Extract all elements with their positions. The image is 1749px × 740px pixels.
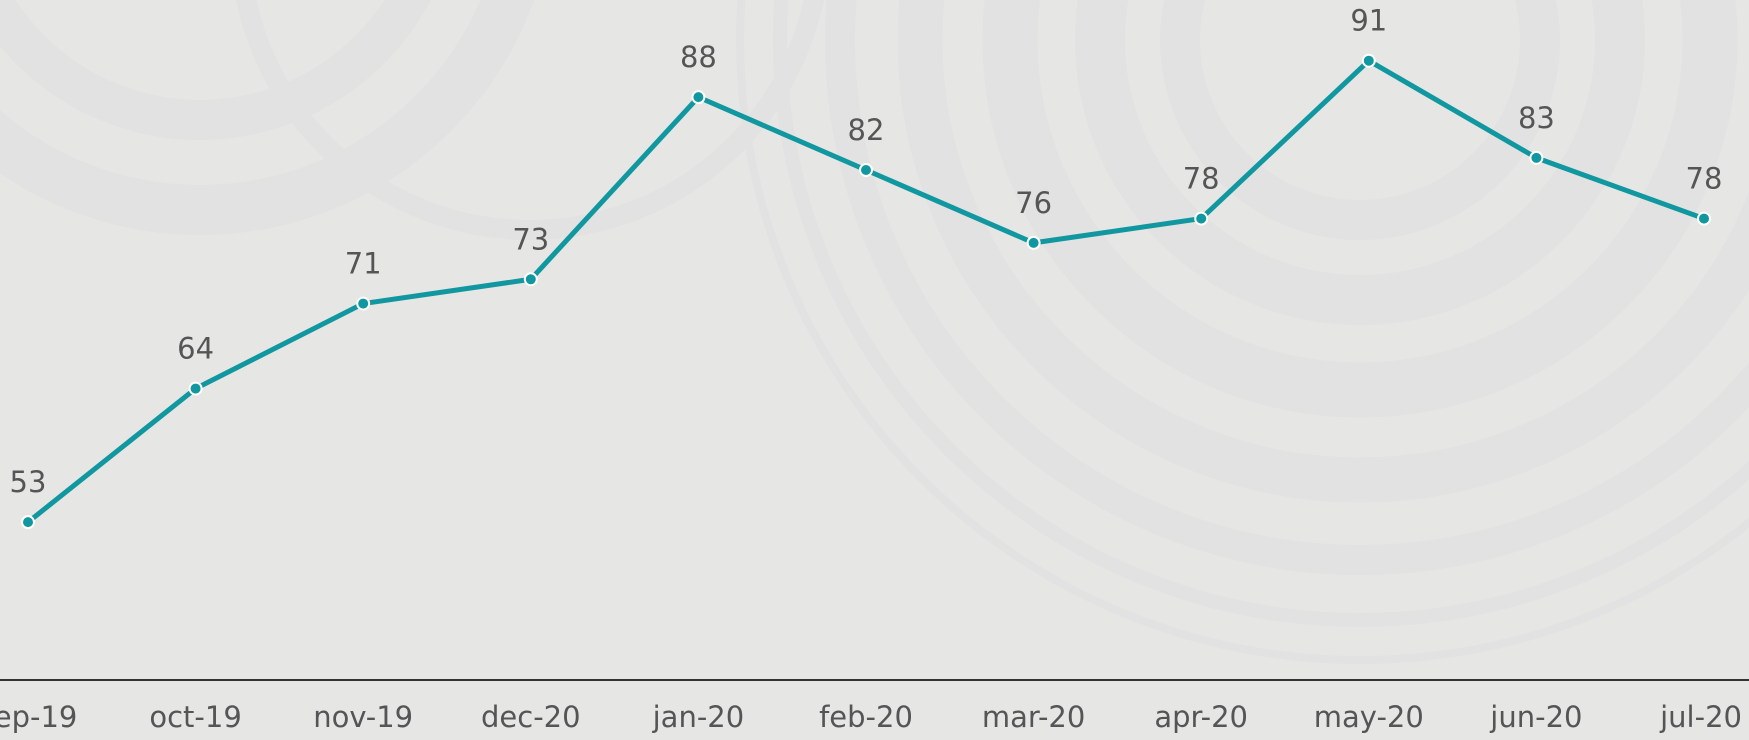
point [190,383,202,395]
point [22,516,34,528]
point [525,273,537,285]
data-label: 88 [680,40,717,74]
data-label: 91 [1350,4,1387,38]
x-tick-label: oct-19 [149,700,241,734]
x-tick-label: jul-20 [1659,700,1742,734]
x-tick-label: apr-20 [1154,700,1248,734]
point [692,91,704,103]
point [1195,213,1207,225]
point [1363,55,1375,67]
data-label: 78 [1686,162,1723,196]
data-label: 73 [512,222,549,256]
x-tick-label: may-20 [1314,700,1424,734]
x-tick-label: sep-19 [0,700,77,734]
chart: sep-19 oct-19 nov-19 dec-20 jan-20 feb-20 mar-… [0,0,1749,740]
point [357,298,369,310]
x-tick-label: jun-20 [1489,700,1582,734]
data-label: 83 [1518,101,1555,135]
data-label: 53 [10,465,47,499]
x-tick-label: feb-20 [819,700,913,734]
x-tick-label: jan-20 [652,700,745,734]
data-label: 64 [177,332,214,366]
point [860,164,872,176]
data-label: 71 [345,247,382,281]
x-tick-label: nov-19 [313,700,413,734]
data-label: 76 [1015,186,1052,220]
data-label: 82 [848,113,885,147]
point [1698,213,1710,225]
x-tick-label: dec-20 [481,700,581,734]
point [1530,152,1542,164]
x-tick-label: mar-20 [982,700,1085,734]
point [1028,237,1040,249]
data-label: 78 [1183,162,1220,196]
background-decoration [0,0,1749,660]
